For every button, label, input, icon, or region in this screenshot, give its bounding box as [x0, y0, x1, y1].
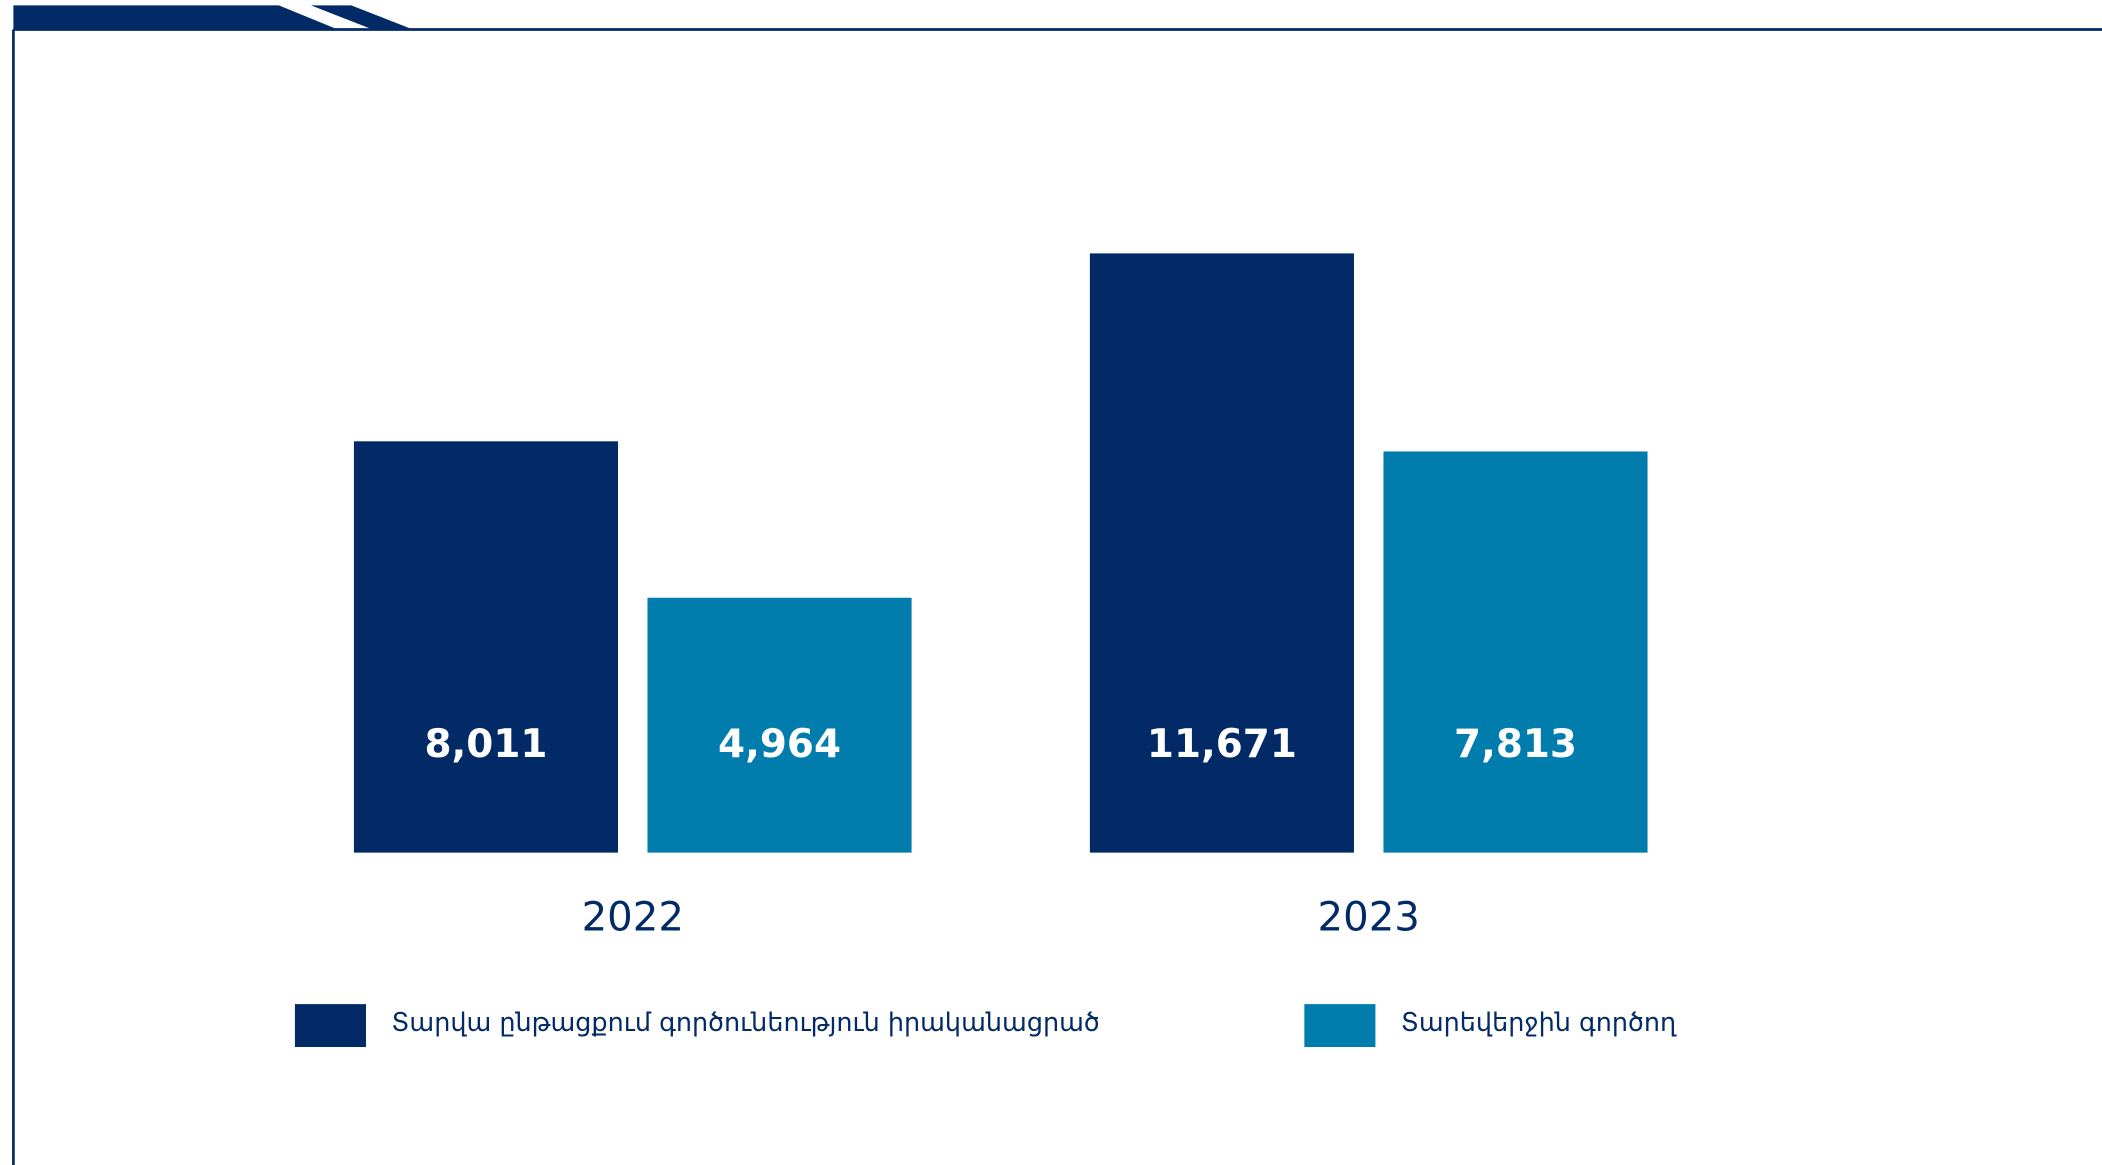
x-tick-label: 2022 [582, 895, 684, 941]
legend-swatch [1304, 1004, 1376, 1048]
value-label: 11,671 [1147, 722, 1297, 767]
bar [353, 441, 618, 853]
legend-swatch [294, 1004, 366, 1048]
bar [1089, 253, 1354, 853]
bar [1383, 451, 1648, 853]
header-decoration [12, 5, 2102, 1165]
header-stripe [311, 5, 413, 30]
value-label: 7,813 [1454, 722, 1577, 767]
bar [647, 597, 912, 853]
x-tick-label: 2023 [1318, 895, 1420, 941]
legend-label: Տարեվերջին գործող [1401, 1008, 1677, 1038]
legend-label: Տարվա ընթացքում գործունեություն իրականաց… [391, 1008, 1099, 1038]
value-label: 8,011 [424, 722, 547, 767]
value-label: 4,964 [718, 722, 841, 767]
header-band [13, 5, 338, 30]
